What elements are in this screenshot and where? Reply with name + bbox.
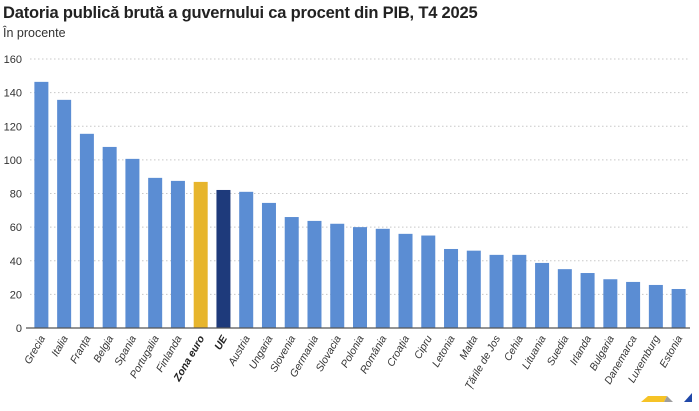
logo-yellow-shape	[641, 396, 667, 402]
y-tick-label: 140	[4, 88, 22, 100]
bar-ungaria	[261, 202, 276, 328]
chart-title: Datoria publică brută a guvernului ca pr…	[3, 4, 478, 22]
bar-țările-de-jos	[489, 254, 504, 328]
logo-blue-shape	[684, 393, 692, 402]
x-tick-label: Malta	[457, 333, 480, 361]
bar-ue	[216, 189, 231, 328]
bar-lituania	[535, 262, 550, 328]
x-tick-label: Estonia	[657, 333, 685, 369]
y-tick-label: 80	[10, 189, 22, 201]
x-tick-label: Franța	[68, 333, 94, 365]
x-tick-label: Cehia	[502, 333, 526, 363]
bar-austria	[239, 191, 254, 328]
bar-polonia	[353, 227, 367, 328]
bar-bulgaria	[603, 279, 618, 328]
x-tick-label: Grecia	[22, 333, 48, 366]
bar-slovenia	[284, 217, 299, 328]
bar-slovacia	[330, 223, 345, 328]
y-tick-label: 160	[4, 54, 22, 66]
bar-croația	[398, 233, 413, 328]
y-tick-label: 60	[10, 222, 22, 234]
bar-danemarca	[626, 281, 641, 328]
y-tick-label: 40	[10, 256, 22, 268]
bar-luxemburg	[648, 284, 663, 328]
bar-zona-euro	[193, 181, 208, 328]
y-tick-label: 100	[4, 155, 22, 167]
bar-italia	[57, 99, 72, 329]
x-tick-label: Croația	[385, 333, 412, 368]
bar-irlanda	[580, 273, 595, 328]
bar-estonia	[671, 288, 686, 328]
bar-belgia	[102, 146, 117, 328]
x-tick-label: Suedia	[545, 333, 572, 367]
y-tick-label: 20	[10, 289, 22, 301]
bar-spania	[125, 158, 140, 328]
x-tick-label: UE	[212, 333, 230, 352]
bar-portugalia	[148, 177, 163, 328]
logo-gray-shape	[664, 396, 673, 402]
bar-suedia	[557, 269, 572, 328]
bar-malta	[466, 250, 481, 328]
y-tick-label: 120	[4, 121, 22, 133]
x-tick-label: Cipru	[412, 333, 435, 361]
y-tick-label: 0	[16, 323, 22, 335]
bar-românia	[375, 228, 390, 328]
bar-grecia	[34, 81, 49, 329]
bar-franța	[79, 133, 94, 328]
bar-germania	[307, 220, 322, 328]
x-tick-label: Italia	[49, 333, 71, 358]
bar-finlanda	[170, 180, 185, 328]
bar-cehia	[512, 254, 527, 328]
bar-letonia	[444, 248, 459, 328]
chart-subtitle: În procente	[3, 26, 66, 40]
x-tick-label: Letonia	[430, 333, 458, 369]
bar-cipru	[421, 235, 436, 328]
